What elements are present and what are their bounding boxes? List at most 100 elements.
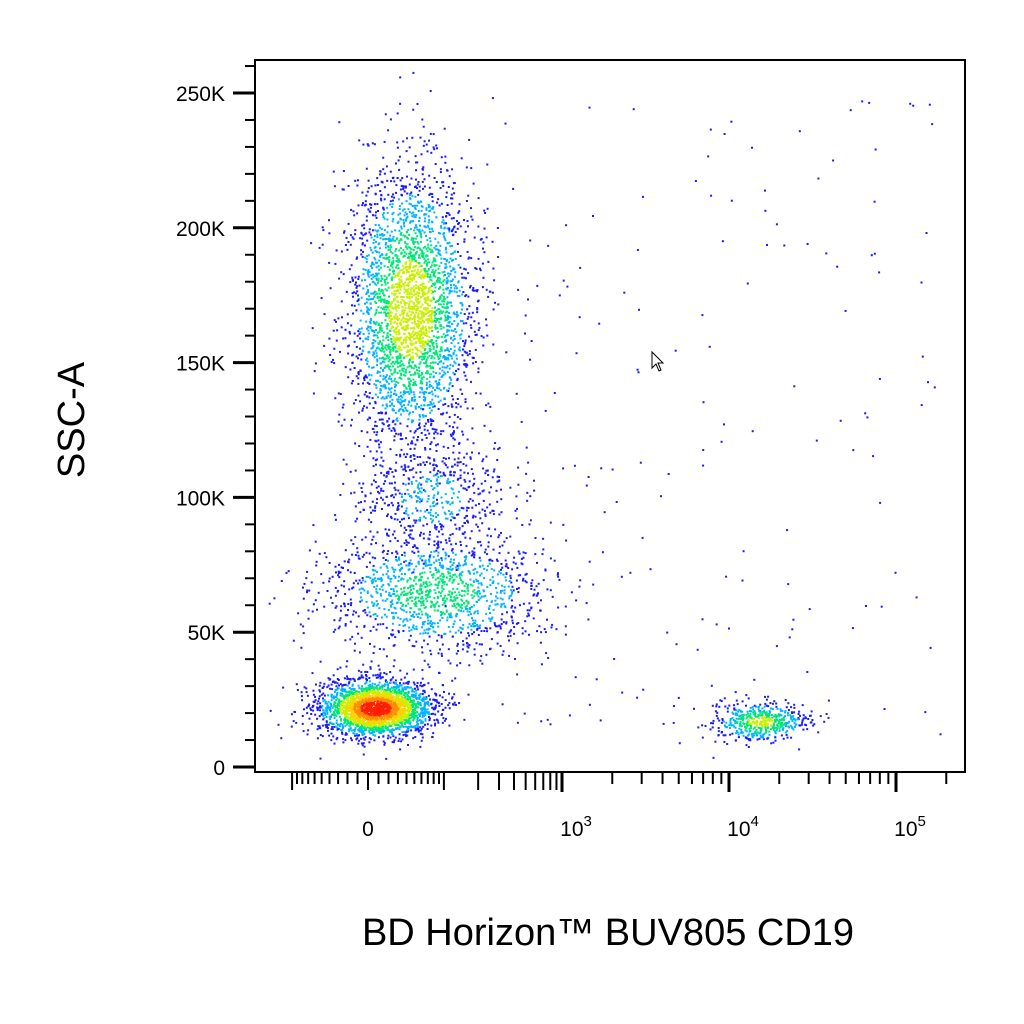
event-dot (403, 404, 405, 407)
event-dot (401, 369, 404, 372)
event-dot (403, 332, 406, 335)
event-dot (383, 353, 386, 356)
event-dot (346, 691, 349, 693)
event-dot (414, 331, 417, 334)
event-dot (339, 393, 342, 395)
event-dot (472, 289, 475, 292)
event-dot (356, 690, 359, 693)
event-dot (422, 254, 425, 257)
event-dot (381, 695, 384, 698)
event-dot (374, 683, 376, 686)
event-dot (398, 694, 401, 697)
event-dot (404, 456, 407, 458)
event-dot (338, 684, 340, 687)
event-dot (372, 263, 375, 266)
event-dot (356, 723, 359, 726)
event-dot (384, 387, 387, 390)
event-dot (398, 260, 401, 263)
event-dot (380, 718, 383, 721)
event-dot (398, 369, 401, 372)
event-dot (408, 310, 411, 313)
event-dot (386, 179, 389, 182)
event-dot (364, 279, 367, 282)
event-dot (356, 290, 359, 293)
event-dot (409, 261, 412, 264)
event-dot (388, 724, 391, 727)
event-dot (347, 713, 350, 716)
event-dot (439, 353, 442, 356)
event-dot (342, 712, 345, 715)
event-dot (392, 701, 395, 704)
event-dot (443, 306, 446, 309)
event-dot (420, 722, 423, 725)
event-dot (435, 216, 438, 219)
event-dot (357, 742, 360, 745)
event-dot (395, 343, 398, 346)
event-dot (346, 684, 349, 687)
event-dot (406, 312, 409, 315)
event-dot (356, 725, 359, 727)
event-dot (409, 702, 412, 705)
event-dot (341, 723, 344, 726)
event-dot (369, 729, 372, 731)
event-dot (390, 394, 392, 397)
event-dot (405, 703, 408, 706)
event-dot (482, 344, 485, 347)
event-dot (452, 398, 455, 401)
event-dot (458, 702, 461, 704)
event-dot (426, 307, 429, 310)
event-dot (365, 680, 368, 683)
event-dot (376, 707, 379, 710)
event-dot (392, 419, 395, 422)
event-dot (395, 184, 398, 187)
event-dot (404, 339, 407, 341)
event-dot (394, 698, 397, 701)
event-dot (361, 744, 364, 747)
event-dot (409, 722, 411, 725)
event-dot (425, 381, 428, 384)
event-dot (377, 684, 380, 687)
event-dot (441, 181, 444, 184)
event-dot (402, 313, 405, 316)
event-dot (387, 470, 390, 473)
event-dot (386, 266, 389, 268)
event-dot (398, 733, 401, 736)
event-dot (336, 668, 339, 671)
event-dot (390, 320, 393, 323)
event-dot (401, 738, 404, 741)
event-dot (395, 454, 398, 456)
event-dot (380, 283, 383, 286)
event-dot (442, 233, 445, 236)
event-dot (377, 736, 380, 739)
event-dot (370, 347, 373, 350)
event-dot (386, 380, 388, 383)
event-dot (364, 670, 367, 673)
event-dot (353, 678, 356, 681)
event-dot (404, 301, 407, 304)
event-dot (487, 402, 490, 405)
event-dot (434, 282, 436, 285)
event-dot (444, 403, 447, 405)
event-dot (448, 416, 451, 419)
event-dot (376, 233, 379, 236)
event-dot (416, 353, 419, 356)
event-dot (341, 732, 344, 735)
event-dot (485, 455, 488, 458)
event-dot (374, 695, 377, 698)
event-dot (376, 296, 379, 299)
event-dot (350, 710, 353, 713)
event-dot (437, 317, 440, 320)
event-dot (459, 266, 462, 269)
event-dot (377, 702, 380, 705)
event-dot (410, 358, 413, 360)
event-dot (332, 680, 335, 683)
event-dot (368, 704, 371, 707)
event-dot (452, 703, 454, 706)
event-dot (357, 722, 360, 725)
event-dot (405, 217, 408, 220)
event-dot (451, 187, 454, 190)
event-dot (388, 424, 391, 427)
event-dot (372, 696, 375, 698)
event-dot (374, 323, 377, 326)
event-dot (392, 687, 395, 690)
